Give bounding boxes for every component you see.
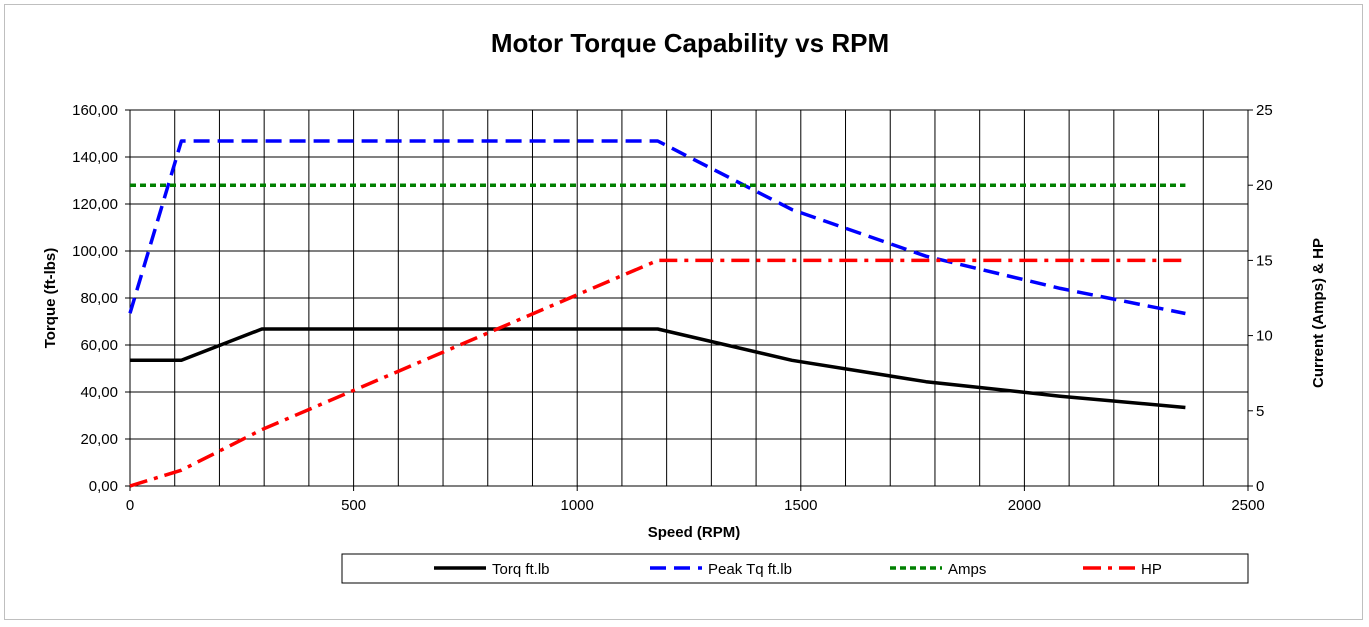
y-tick-label: 40,00 bbox=[80, 384, 118, 401]
y2-tick-label: 5 bbox=[1256, 403, 1264, 420]
y2-axis-title: Current (Amps) & HP bbox=[1310, 238, 1327, 388]
y2-tick-label: 25 bbox=[1256, 102, 1273, 119]
legend: Torq ft.lb Peak Tq ft.lb Amps HP bbox=[434, 561, 1162, 578]
y-tick-label: 0,00 bbox=[89, 478, 118, 495]
y-tick-label: 80,00 bbox=[80, 290, 118, 307]
series-line-peak-tq-ft-lb bbox=[128, 139, 1186, 316]
y-tick-label: 120,00 bbox=[72, 196, 118, 213]
x-tick-label: 2000 bbox=[1008, 497, 1041, 514]
series-layer bbox=[128, 139, 1186, 488]
x-tick-label: 2500 bbox=[1231, 497, 1264, 514]
y-tick-label: 60,00 bbox=[80, 337, 118, 354]
chart-frame bbox=[4, 4, 1363, 620]
x-tick-label: 0 bbox=[126, 497, 134, 514]
legend-label: Amps bbox=[948, 561, 986, 578]
y-tick-label: 160,00 bbox=[72, 102, 118, 119]
grid bbox=[130, 110, 1248, 486]
y-tick-label: 100,00 bbox=[72, 243, 118, 260]
y-tick-label: 140,00 bbox=[72, 149, 118, 166]
y2-tick-label: 15 bbox=[1256, 252, 1273, 269]
y-axis-ticks: 0,00 20,00 40,00 60,00 80,00 100,00 120,00 140,… bbox=[72, 102, 130, 495]
chart-title: Motor Torque Capability vs RPM bbox=[491, 28, 889, 58]
x-tick-label: 1000 bbox=[561, 497, 594, 514]
series-line-hp bbox=[129, 258, 1186, 488]
x-tick-label: 500 bbox=[341, 497, 366, 514]
legend-label: HP bbox=[1141, 561, 1162, 578]
x-tick-label: 1500 bbox=[784, 497, 817, 514]
y2-tick-label: 0 bbox=[1256, 478, 1264, 495]
y-axis-title: Torque (ft-lbs) bbox=[42, 248, 59, 349]
x-axis-title: Speed (RPM) bbox=[648, 524, 741, 541]
y2-axis-ticks: 0 5 10 15 20 25 bbox=[1248, 102, 1273, 495]
y2-tick-label: 20 bbox=[1256, 177, 1273, 194]
y2-tick-label: 10 bbox=[1256, 328, 1273, 345]
legend-label: Torq ft.lb bbox=[492, 561, 550, 578]
legend-label: Peak Tq ft.lb bbox=[708, 561, 792, 578]
x-axis-ticks: 0 500 1000 1500 2000 2500 bbox=[126, 486, 1265, 514]
y-tick-label: 20,00 bbox=[80, 431, 118, 448]
series-line-torq-ft-lb bbox=[130, 327, 1186, 410]
